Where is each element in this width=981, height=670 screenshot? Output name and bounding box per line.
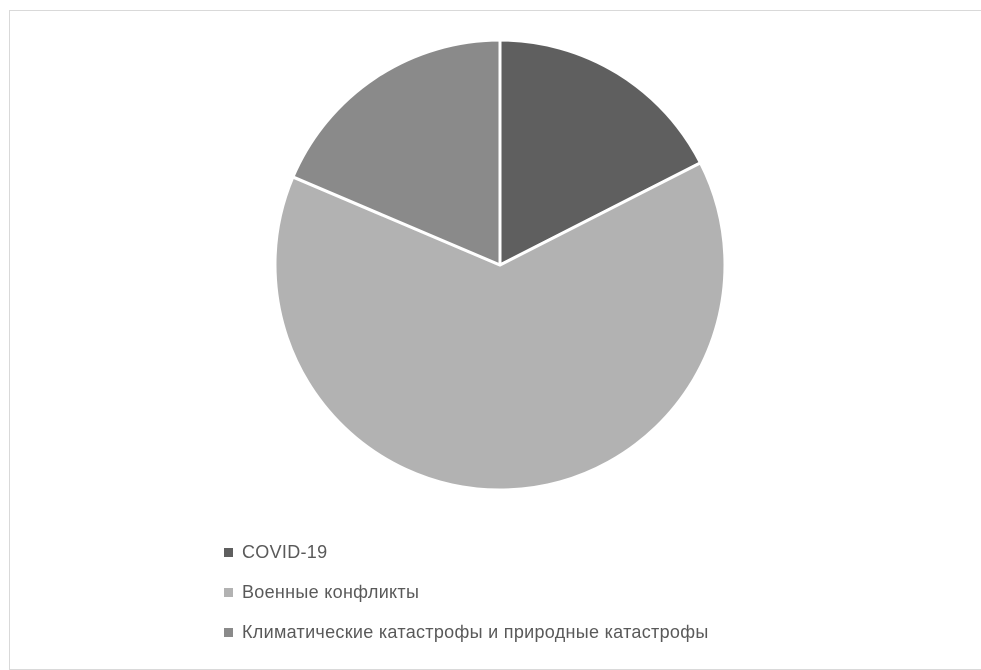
legend-label-climate-disasters: Климатические катастрофы и природные кат… [242,621,709,642]
legend-item-covid: COVID-19 [224,532,709,572]
legend: COVID-19 Военные конфликты Климатические… [224,532,709,652]
legend-item-military-conflicts: Военные конфликты [224,572,709,612]
legend-item-climate-disasters: Климатические катастрофы и природные кат… [224,612,709,652]
legend-swatch-climate-disasters [224,627,233,637]
legend-swatch-covid [224,547,233,557]
pie-slice-military-conflicts [273,161,727,492]
legend-label-military-conflicts: Военные конфликты [242,581,420,602]
pie-slice-covid [498,38,702,267]
pie-slice-climate-disasters [291,38,502,267]
legend-label-covid: COVID-19 [242,541,328,562]
legend-swatch-military-conflicts [224,587,233,597]
